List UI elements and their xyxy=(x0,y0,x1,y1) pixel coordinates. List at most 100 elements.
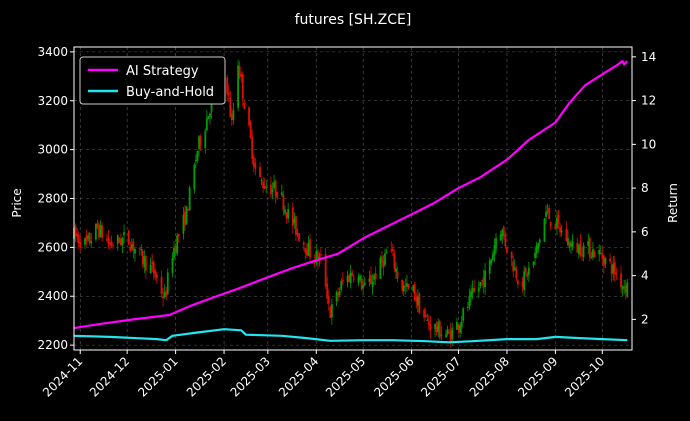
candle-body xyxy=(527,267,530,275)
candle-body xyxy=(165,291,168,296)
candle-body xyxy=(174,245,177,252)
y-tick-label-right: 2 xyxy=(641,312,649,326)
candle-body xyxy=(440,334,443,336)
candle-body xyxy=(127,230,130,244)
chart-title: futures [SH.ZCE] xyxy=(295,12,412,28)
candle-body xyxy=(512,261,515,272)
candle-body xyxy=(384,253,386,265)
candle-body xyxy=(613,262,616,275)
candle-body xyxy=(293,218,296,224)
y-tick-label-left: 2600 xyxy=(37,240,68,254)
candle-body xyxy=(330,304,333,318)
legend-bh-label: Buy-and-Hold xyxy=(126,85,214,100)
candle-body xyxy=(374,273,377,280)
candle-body xyxy=(359,275,361,280)
candle-body xyxy=(495,237,497,249)
candle-body xyxy=(160,276,163,294)
series-line-buy-and-hold xyxy=(73,328,628,344)
candle-body xyxy=(199,136,202,146)
candle-body xyxy=(515,269,518,279)
candle-body xyxy=(232,110,235,120)
y-tick-label-right: 14 xyxy=(641,50,656,64)
candle-body xyxy=(171,257,174,273)
candle-body xyxy=(423,309,426,318)
candle-body xyxy=(523,271,526,290)
candle-body xyxy=(162,296,164,299)
candle-body xyxy=(402,285,405,292)
y-tick-label-left: 3200 xyxy=(37,94,68,108)
candle-body xyxy=(481,280,483,282)
candle-body xyxy=(149,264,152,274)
candle-body xyxy=(370,275,372,284)
y-axis-label-left: Price xyxy=(10,188,24,217)
candle-body xyxy=(373,275,376,280)
candle-body xyxy=(252,157,255,167)
y-tick-label-right: 10 xyxy=(641,137,656,151)
candle-body xyxy=(243,102,246,110)
candle-body xyxy=(240,74,243,77)
candle-body xyxy=(524,268,527,273)
candle-body xyxy=(163,292,166,298)
candle-body xyxy=(435,326,438,332)
candle-body xyxy=(615,273,618,275)
candle-body xyxy=(482,277,485,288)
candle-body xyxy=(143,256,146,268)
candle-body xyxy=(526,272,529,277)
candle-body xyxy=(577,244,580,254)
candle-body xyxy=(592,249,594,258)
candle-body xyxy=(305,249,308,256)
candle-body xyxy=(144,256,147,271)
candle-body xyxy=(587,240,590,247)
candle-body xyxy=(318,256,321,260)
candle-body xyxy=(604,258,607,264)
candle-body xyxy=(85,235,88,242)
candle-body xyxy=(338,291,341,296)
candle-body xyxy=(193,164,196,190)
y-tick-label-right: 4 xyxy=(641,269,649,283)
candle-body xyxy=(155,274,158,279)
candle-body xyxy=(559,226,562,233)
candle-body xyxy=(185,206,188,224)
candle-body xyxy=(188,187,191,211)
candle-body xyxy=(473,287,476,292)
candle-body xyxy=(329,307,332,318)
candle-body xyxy=(576,242,579,253)
candle-body xyxy=(340,280,343,291)
candle-body xyxy=(177,234,180,237)
candle-body xyxy=(118,238,121,243)
candle-body xyxy=(396,271,399,279)
candle-body xyxy=(291,207,294,226)
candle-body xyxy=(445,334,447,338)
candle-body xyxy=(184,211,186,226)
candle-body xyxy=(287,208,290,219)
candle-body xyxy=(535,245,538,254)
candle-body xyxy=(254,163,257,169)
candle-body xyxy=(90,241,93,244)
candle-body xyxy=(434,324,436,330)
candle-body xyxy=(424,314,427,318)
candle-body xyxy=(510,251,513,259)
candle-body xyxy=(570,243,572,247)
candle-body xyxy=(493,245,496,255)
candle-body xyxy=(371,281,374,287)
candle-body xyxy=(449,330,452,342)
y-axis-label-right: Return xyxy=(666,183,680,223)
candle-body xyxy=(282,194,285,211)
y-tick-label-right: 8 xyxy=(641,181,649,195)
candle-body xyxy=(346,275,349,283)
candle-body xyxy=(182,214,185,234)
candle-body xyxy=(151,262,154,264)
candle-body xyxy=(602,255,605,267)
candle-body xyxy=(548,207,551,219)
y-tick-label-right: 12 xyxy=(641,94,656,108)
candle-body xyxy=(205,118,208,131)
candle-body xyxy=(327,296,330,304)
candle-body xyxy=(101,225,104,238)
candle-body xyxy=(112,245,114,247)
candle-body xyxy=(385,252,388,254)
candle-body xyxy=(204,130,207,149)
candle-body xyxy=(274,180,277,196)
candle-body xyxy=(451,328,454,339)
candle-body xyxy=(460,321,463,328)
candle-body xyxy=(477,287,480,292)
